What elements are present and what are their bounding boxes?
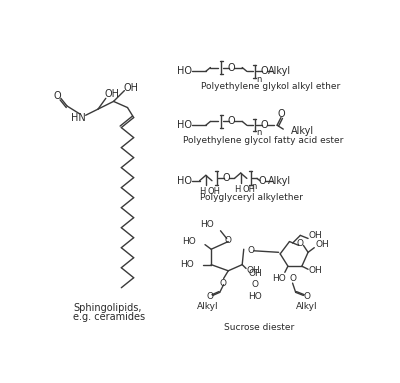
Text: HO: HO (177, 120, 192, 130)
Text: HO: HO (182, 237, 196, 246)
Text: O: O (260, 120, 268, 130)
Text: HO: HO (177, 66, 192, 76)
Text: n: n (256, 75, 261, 83)
Text: OH: OH (246, 266, 260, 275)
Text: Sucrose diester: Sucrose diester (224, 322, 294, 332)
Text: O: O (278, 110, 286, 119)
Text: O: O (247, 246, 254, 255)
Text: Polyglyceryl alkylether: Polyglyceryl alkylether (200, 193, 303, 202)
Text: Alkyl: Alkyl (291, 126, 314, 136)
Text: HN: HN (70, 113, 85, 123)
Text: Alkyl: Alkyl (268, 66, 291, 76)
Text: Sphingolipids,: Sphingolipids, (73, 303, 142, 313)
Text: O: O (219, 278, 226, 288)
Text: Polyethylene glycol fatty acid ester: Polyethylene glycol fatty acid ester (183, 136, 343, 145)
Text: Polyethylene glykol alkyl ether: Polyethylene glykol alkyl ether (201, 82, 340, 91)
Text: OH: OH (242, 185, 255, 194)
Text: O: O (228, 116, 235, 126)
Text: HO: HO (272, 274, 286, 283)
Text: HO: HO (248, 292, 262, 301)
Text: O: O (297, 239, 304, 248)
Text: e.g. ceramides: e.g. ceramides (73, 312, 145, 322)
Text: Alkyl: Alkyl (197, 302, 219, 311)
Text: OH: OH (207, 187, 220, 196)
Text: HO: HO (180, 260, 194, 269)
Text: O: O (252, 280, 259, 289)
Text: OH: OH (104, 90, 120, 100)
Text: O: O (303, 293, 310, 301)
Text: O: O (258, 176, 266, 186)
Text: n: n (251, 182, 256, 192)
Text: OH: OH (123, 83, 138, 93)
Text: OH: OH (309, 231, 323, 240)
Text: O: O (206, 293, 213, 301)
Text: Alkyl: Alkyl (268, 176, 291, 186)
Text: O: O (225, 236, 232, 245)
Text: H: H (234, 185, 241, 194)
Text: O: O (53, 91, 61, 101)
Text: H: H (200, 187, 206, 196)
Text: OH: OH (248, 268, 262, 278)
Text: OH: OH (309, 266, 323, 275)
Text: O: O (222, 173, 230, 183)
Text: Alkyl: Alkyl (296, 302, 317, 311)
Text: O: O (289, 274, 296, 283)
Text: O: O (228, 62, 235, 72)
Text: n: n (256, 128, 261, 137)
Text: O: O (260, 66, 268, 76)
Text: HO: HO (200, 220, 214, 229)
Text: OH: OH (315, 240, 329, 249)
Text: HO: HO (177, 176, 192, 186)
